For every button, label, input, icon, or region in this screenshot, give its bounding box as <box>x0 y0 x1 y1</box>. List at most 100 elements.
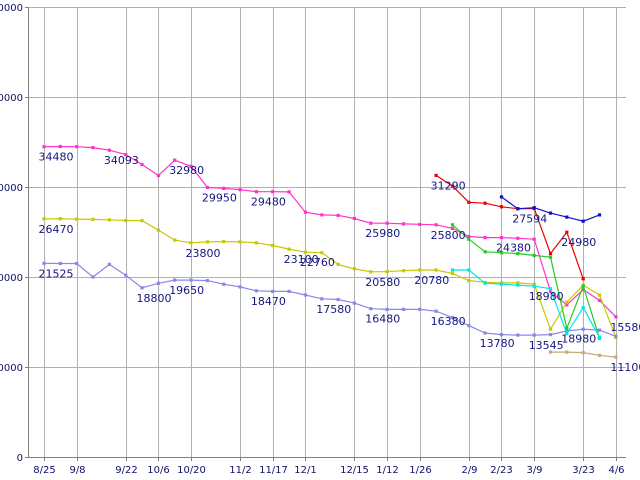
data-point-marker <box>401 307 406 311</box>
data-point-marker <box>418 268 422 272</box>
data-value-label: 23800 <box>186 247 221 260</box>
x-axis-tick-label: 9/22 <box>115 465 137 476</box>
y-axis-tick-label: 30000 <box>0 183 23 194</box>
data-point-marker <box>597 293 602 297</box>
data-point-marker <box>467 279 471 283</box>
data-point-marker <box>254 241 258 245</box>
data-point-marker <box>614 315 618 319</box>
data-point-marker <box>189 164 193 168</box>
data-point-marker <box>303 210 307 214</box>
data-point-marker <box>597 353 602 357</box>
data-value-label: 15580 <box>610 321 640 334</box>
data-point-marker <box>352 301 356 305</box>
data-point-marker <box>42 261 46 265</box>
data-point-marker <box>222 186 226 190</box>
gridlines <box>28 7 626 457</box>
data-value-label: 20780 <box>414 274 449 287</box>
data-point-marker <box>450 223 455 227</box>
data-point-marker <box>140 286 144 290</box>
data-point-marker <box>565 332 569 336</box>
data-point-marker <box>254 190 258 194</box>
data-point-marker <box>499 195 504 199</box>
data-value-label: 18470 <box>251 295 286 308</box>
data-point-marker <box>597 213 602 217</box>
data-point-marker <box>532 284 536 288</box>
data-point-marker <box>548 327 553 331</box>
data-point-marker <box>450 268 455 272</box>
data-point-marker <box>532 282 536 286</box>
data-value-label: 16380 <box>431 315 466 328</box>
x-axis-tick-label: 1/26 <box>409 465 431 476</box>
data-point-marker <box>352 267 356 271</box>
data-point-marker <box>434 309 438 313</box>
data-point-marker <box>75 217 79 221</box>
data-value-label: 13545 <box>529 339 564 352</box>
data-point-marker <box>205 279 209 283</box>
data-point-marker <box>58 144 62 149</box>
data-point-marker <box>532 206 536 210</box>
x-axis-tick-label: 10/6 <box>147 465 169 476</box>
data-point-marker <box>189 241 193 245</box>
series-line <box>43 145 617 318</box>
data-value-label: 21525 <box>39 267 74 280</box>
data-value-label: 34480 <box>39 151 74 164</box>
data-point-marker <box>369 221 373 225</box>
data-point-marker <box>499 282 504 286</box>
y-axis-labels: 50000 40000 30000 20000 10000 0 <box>0 3 23 464</box>
data-point-marker <box>75 145 79 149</box>
data-point-marker <box>450 315 455 320</box>
data-point-marker <box>434 268 438 272</box>
x-axis-tick-label: 1/12 <box>376 465 398 476</box>
data-point-marker <box>238 240 242 244</box>
data-value-label: 18980 <box>529 290 564 303</box>
data-point-marker <box>565 230 569 234</box>
data-point-marker <box>483 236 487 240</box>
data-value-label: 29950 <box>202 191 237 204</box>
y-axis-tick-label: 0 <box>17 453 23 464</box>
data-point-marker <box>483 250 487 254</box>
data-point-marker <box>499 205 504 209</box>
data-point-marker <box>565 350 569 354</box>
data-value-label: 25980 <box>365 227 400 240</box>
x-axis-tick-label: 8/25 <box>33 465 55 476</box>
data-value-label: 25800 <box>431 229 466 242</box>
data-point-marker <box>303 293 307 297</box>
data-value-label: 19650 <box>169 284 204 297</box>
data-point-marker <box>271 243 275 248</box>
y-axis-tick-label: 40000 <box>0 93 23 104</box>
data-point-marker <box>271 190 275 194</box>
data-point-marker <box>450 271 455 275</box>
y-axis-tick-label: 20000 <box>0 273 23 284</box>
data-point-marker <box>450 184 455 188</box>
data-point-marker <box>401 222 406 226</box>
data-point-marker <box>532 237 536 241</box>
data-point-marker <box>565 215 569 219</box>
data-point-marker <box>107 148 111 152</box>
data-point-marker <box>483 331 487 335</box>
data-value-label: 29480 <box>251 196 286 209</box>
data-point-marker <box>499 236 504 240</box>
data-point-marker <box>548 287 553 291</box>
data-point-marker <box>467 237 471 241</box>
data-point-marker <box>91 275 95 279</box>
data-point-marker <box>156 173 160 178</box>
data-value-label: 26470 <box>39 223 74 236</box>
data-value-label: 23100 <box>284 253 319 266</box>
data-point-marker <box>597 328 602 332</box>
data-point-marker <box>565 329 569 333</box>
data-point-marker <box>565 303 569 307</box>
data-point-marker <box>58 261 62 266</box>
x-axis-labels: 8/25 9/8 9/22 10/6 10/20 11/2 11/17 12/1 12/15 1/… <box>33 465 624 476</box>
x-axis-tick-label: 9/8 <box>69 465 85 476</box>
data-point-marker <box>581 288 585 292</box>
x-axis-tick-label: 12/1 <box>294 465 316 476</box>
x-axis-tick-label: 10/20 <box>177 465 206 476</box>
data-point-marker <box>385 307 389 311</box>
data-point-marker <box>124 218 128 223</box>
data-point-marker <box>173 238 177 242</box>
series-line <box>452 224 601 339</box>
data-point-marker <box>173 158 177 162</box>
data-value-label: 16480 <box>365 313 400 326</box>
data-point-marker <box>581 351 585 355</box>
